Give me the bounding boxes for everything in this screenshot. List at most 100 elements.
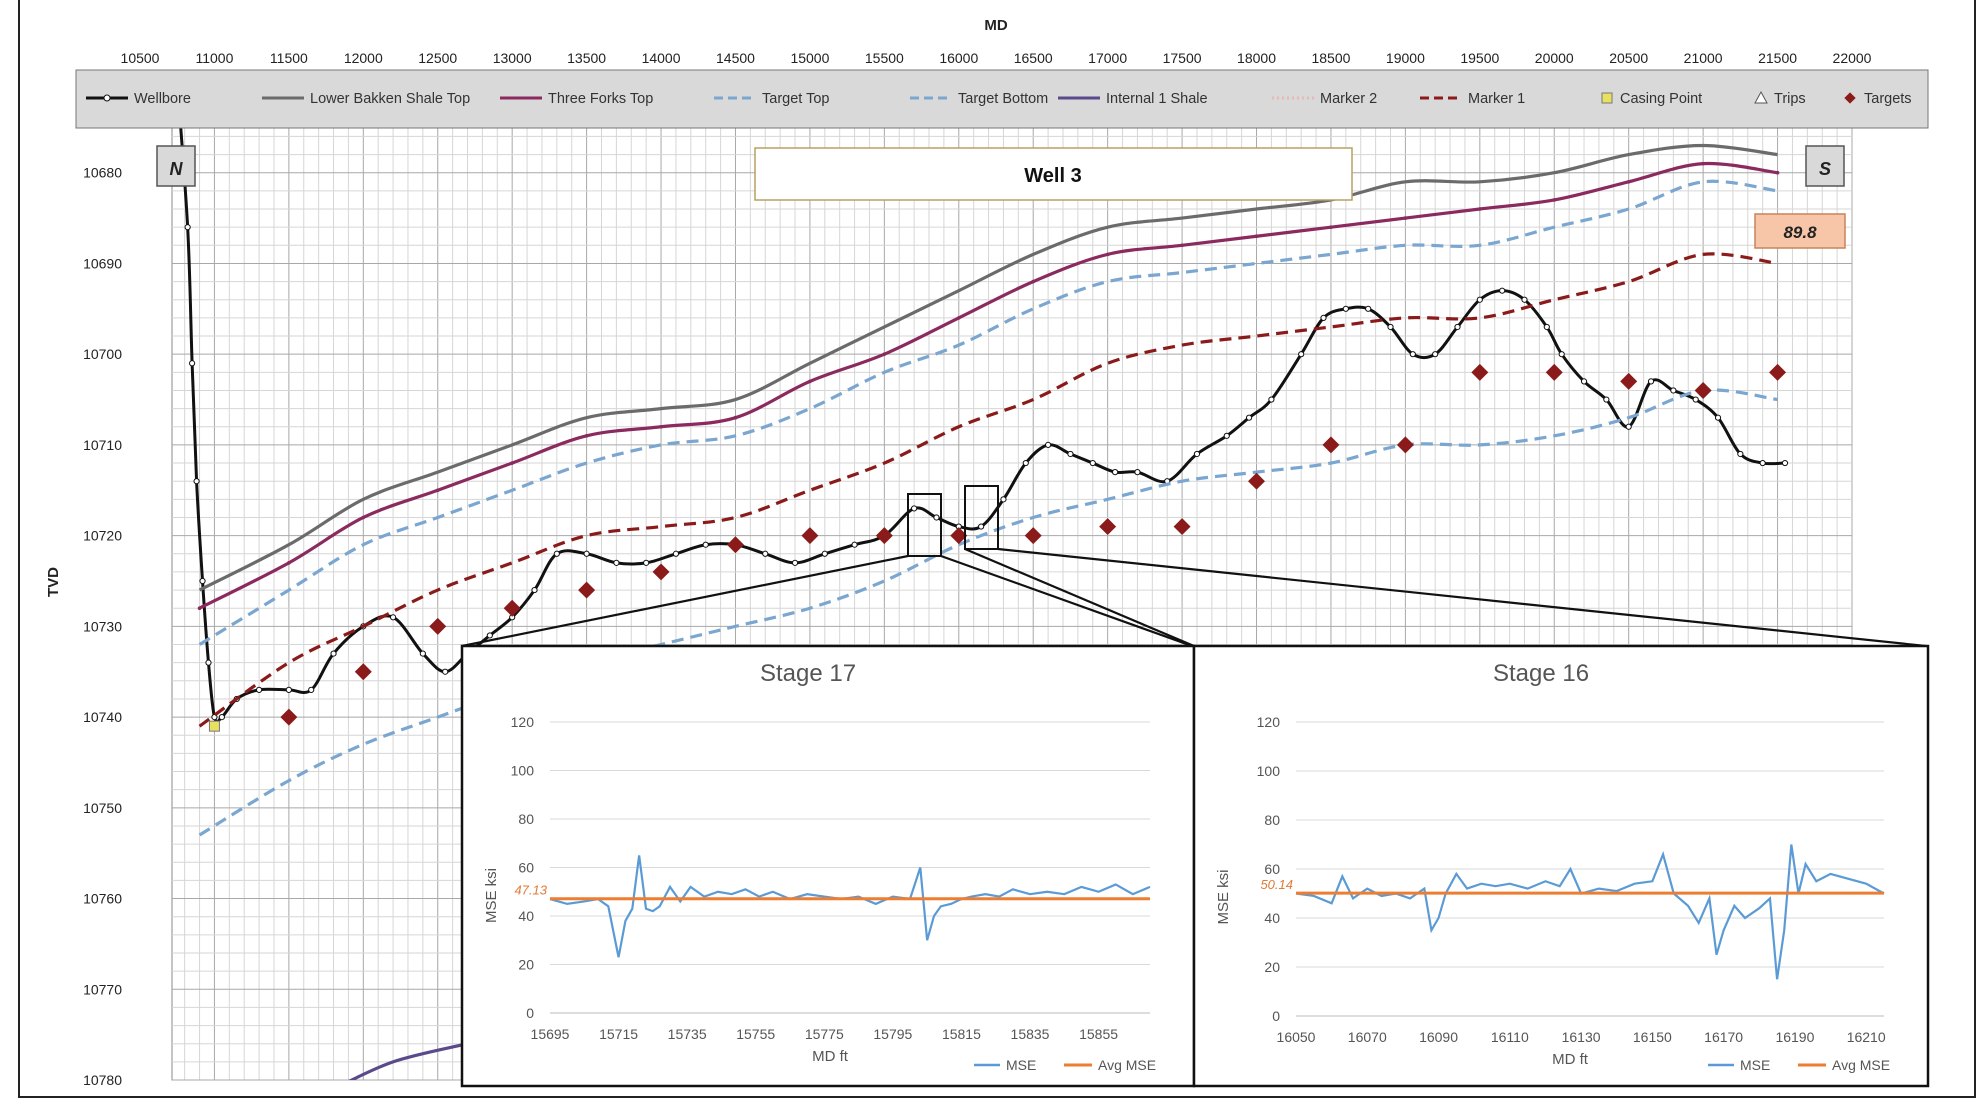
x-tick-label: 10500	[121, 50, 160, 66]
three-forks-point	[1180, 243, 1184, 248]
target-marker	[1173, 518, 1191, 536]
wellbore-point	[672, 550, 680, 557]
inset-y-tick-label: 120	[511, 714, 535, 730]
wellbore-point	[1737, 450, 1744, 458]
inset-y-tick-label: 20	[1264, 959, 1280, 975]
mse-line	[549, 855, 1151, 958]
north-label: N	[170, 159, 184, 179]
three-forks-point	[1775, 170, 1780, 175]
wellbore-point	[442, 668, 449, 675]
wellbore-point	[821, 550, 828, 557]
x-tick-label: 20000	[1535, 50, 1574, 66]
y-tick-label: 10740	[83, 709, 122, 725]
wellbore-point	[1000, 496, 1007, 503]
wellbore-point	[1543, 323, 1550, 331]
callout-line	[940, 554, 1193, 648]
x-tick-label: 17500	[1163, 50, 1202, 66]
inset-x-tick-label: 15795	[873, 1026, 912, 1042]
legend-label: Casing Point	[1620, 91, 1702, 107]
inset-y-tick-label: 80	[518, 811, 534, 827]
inset-y-tick-label: 80	[1264, 812, 1280, 828]
three-forks-point	[1626, 180, 1631, 184]
inset-x-axis-title: MD ft	[1552, 1051, 1589, 1068]
inset-x-tick-label: 16170	[1704, 1029, 1743, 1045]
figure-frame	[18, 0, 1976, 1098]
wellbore-point	[1454, 323, 1461, 331]
legend-swatch	[1601, 92, 1613, 104]
wellbore-point	[1387, 323, 1394, 331]
three-forks-point	[733, 415, 738, 420]
wellbore-point	[933, 514, 940, 521]
x-tick-label: 15000	[790, 50, 829, 66]
x-tick-label: 12500	[418, 50, 457, 66]
wellbore-point	[1603, 396, 1610, 403]
legend-item-lower-bakken-shale-top: Lower Bakken Shale Top	[262, 91, 470, 107]
y-axis-title: TVD	[45, 567, 62, 597]
y-tick-label: 10770	[83, 981, 122, 997]
wellbore-point	[205, 659, 212, 666]
inset-y-tick-label: 60	[518, 860, 534, 876]
x-tick-label: 13500	[567, 50, 606, 66]
legend: Wellbore Lower Bakken Shale Top Three Fork…	[75, 69, 1929, 129]
x-tick-label: 20500	[1609, 50, 1648, 66]
wellbore-point	[1580, 378, 1588, 385]
south-marker: S	[1805, 145, 1845, 187]
wellbore-point	[1022, 459, 1029, 467]
legend-swatch	[1844, 92, 1856, 104]
inset-y-tick-label: 100	[1257, 763, 1281, 779]
inset-x-tick-label: 15735	[668, 1026, 707, 1042]
wellbore-point	[1342, 305, 1349, 312]
inset-y-tick-label: 20	[518, 957, 534, 973]
chart-title: Well 3	[1024, 165, 1081, 187]
wellbore-point	[1223, 432, 1230, 439]
internal-1-shale-line	[348, 1042, 468, 1080]
wellbore-point	[199, 577, 206, 585]
wellbore-point	[1432, 351, 1439, 358]
wellbore-point	[613, 559, 620, 566]
three-forks-point	[197, 606, 202, 611]
wellbore-point	[218, 713, 225, 721]
legend-label: Target Top	[762, 91, 829, 107]
wellbore-point	[1647, 378, 1655, 385]
avg-mse-label: 47.13	[514, 883, 547, 898]
wellbore-point	[1089, 459, 1096, 467]
legend-swatch-marker	[103, 94, 111, 102]
y-tick-label: 10780	[83, 1072, 122, 1088]
wellbore-point	[978, 523, 985, 530]
wellbore-point	[330, 650, 337, 657]
x-tick-label: 12000	[344, 50, 383, 66]
wellbore-point	[255, 686, 263, 693]
x-tick-label: 18000	[1237, 50, 1276, 66]
target-marker	[280, 708, 298, 726]
legend-item-targets: Targets	[1844, 91, 1912, 107]
target-marker	[801, 527, 819, 545]
three-forks-point	[956, 316, 961, 320]
lower-bakken-shale-top-line	[198, 143, 1778, 592]
target-marker	[503, 599, 521, 617]
legend-label: Three Forks Top	[548, 91, 653, 107]
three-forks-point	[1552, 198, 1557, 202]
inset-x-tick-label: 16050	[1277, 1029, 1316, 1045]
target-bottom-line	[198, 388, 1778, 837]
three-forks-point	[882, 352, 887, 356]
chart-title-box: Well 3	[754, 147, 1353, 201]
x-tick-label: 19500	[1460, 50, 1499, 66]
inset-stage-17: Stage 17 0 20 40 60 80 100 120 15695 15715 15735 15…	[460, 644, 1196, 1088]
wellbore-point	[1759, 459, 1766, 467]
three-forks-point	[1031, 279, 1036, 284]
wellbore-point	[1067, 450, 1074, 458]
inset-legend-label-avg: Avg MSE	[1098, 1057, 1156, 1073]
wellbore-point	[531, 586, 538, 594]
y-tick-label: 10710	[83, 437, 122, 453]
inset-x-tick-label: 15775	[805, 1026, 844, 1042]
three-forks-point	[1403, 216, 1408, 220]
legend-label: Marker 1	[1468, 91, 1525, 107]
target-marker	[1099, 518, 1117, 536]
inset-legend-label-mse: MSE	[1006, 1057, 1036, 1073]
legend-item-three-forks-top: Three Forks Top	[500, 91, 653, 107]
x-tick-label: 15500	[865, 50, 904, 66]
callout-line	[997, 547, 1927, 648]
callout-line	[461, 554, 909, 648]
x-tick-label: 21000	[1684, 50, 1723, 66]
wellbore-point	[1268, 396, 1275, 403]
